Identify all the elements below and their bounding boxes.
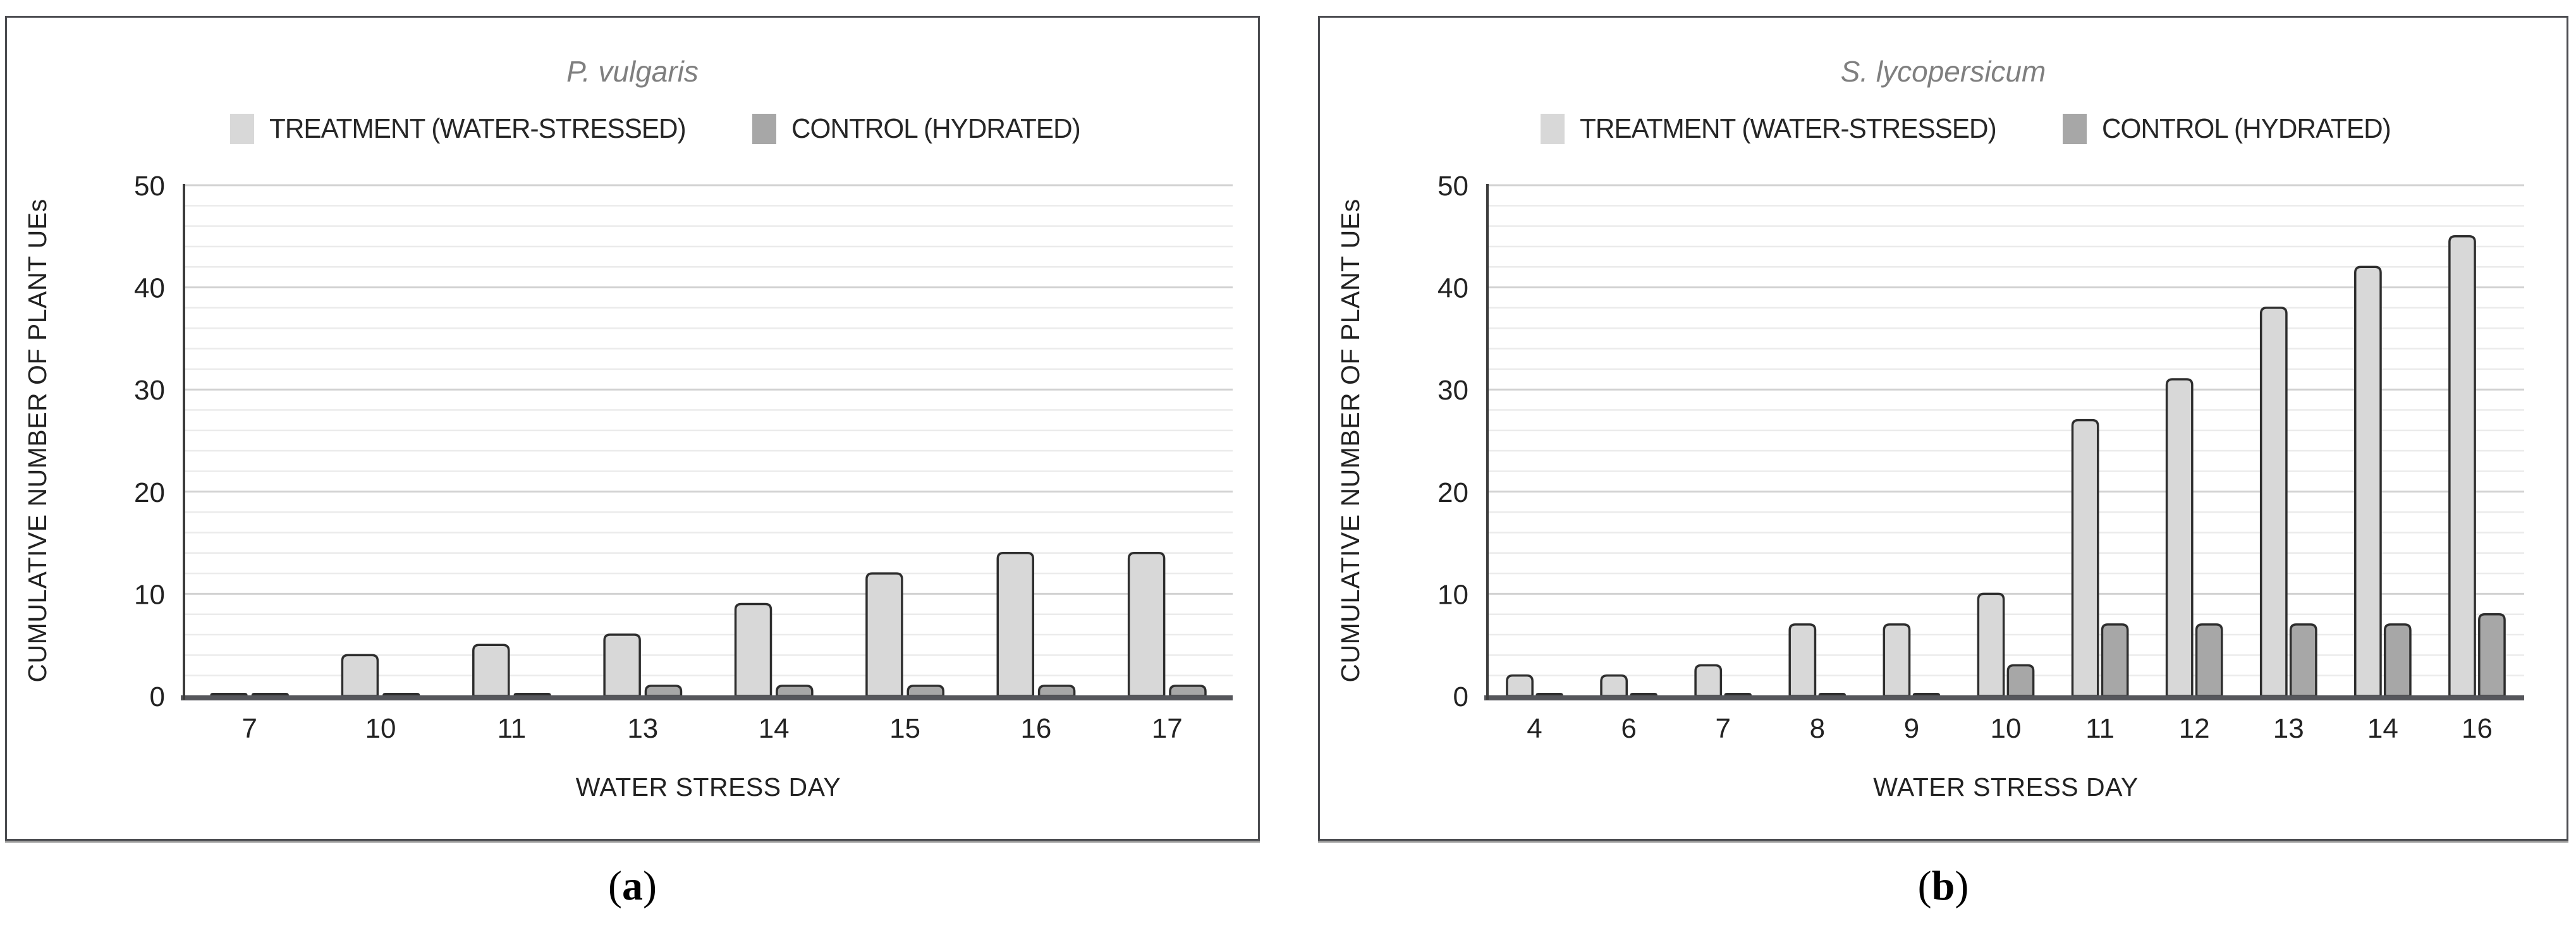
bar [2259,307,2288,697]
caption-b: (b) [1318,862,2568,910]
x-tick-label: 16 [2462,713,2493,744]
bar [2289,623,2317,697]
bar [2478,613,2506,697]
x-tick-label: 17 [1152,713,1183,744]
bar [1127,552,1166,697]
legend-label-treatment: TREATMENT (WATER-STRESSED) [269,113,687,144]
bar [996,552,1035,697]
bar [2195,623,2223,697]
y-tick-label: 40 [1438,273,1468,304]
chart-a-title: P. vulgaris [566,55,699,88]
legend-swatch-treatment [1541,114,1565,144]
y-tick-label: 30 [134,375,165,406]
x-tick-label: 10 [365,713,396,744]
legend-item-control: CONTROL (HYDRATED) [2063,113,2403,145]
panel-b-box: 0 10 20 30 40 50 4 6 7 8 9 10 11 12 13 14 16 WATER STRESS… [1318,16,2568,841]
y-axis-title: CUMULATIVE NUMBER OF PLANT UEs [23,198,52,682]
x-tick-label: 6 [1621,713,1636,744]
x-tick-label: 14 [759,713,790,744]
bar [2165,378,2194,697]
caption-b-close: ) [1955,863,1969,909]
x-tick-label: 16 [1020,713,1051,744]
x-tick-label: 15 [889,713,920,744]
bar [472,644,510,697]
y-tick-label: 50 [134,171,165,202]
x-tick-label: 14 [2367,713,2398,744]
chart-b-legend: TREATMENT (WATER-STRESSED) CONTROL (HYDR… [1415,113,2529,145]
bars-treatment [1506,235,2476,697]
chart-b-title: S. lycopersicum [1840,55,2046,88]
legend-item-treatment: TREATMENT (WATER-STRESSED) [229,113,703,145]
chart-a-plot: 0 10 20 30 40 50 7 10 11 13 14 15 16 17 WATER STRESS D… [23,171,1233,802]
bar [603,633,641,697]
y-tick-label: 40 [134,273,165,304]
y-tick-label: 10 [134,579,165,610]
bar [1037,685,1076,697]
legend-item-treatment: TREATMENT (WATER-STRESSED) [1541,113,2013,145]
panel-a-box: 0 10 20 30 40 50 7 10 11 13 14 15 16 17 WATER STRESS D… [5,16,1260,841]
bar [1977,592,2005,697]
bars-control [1535,613,2506,697]
caption-b-letter: b [1931,863,1955,909]
bars-control [251,685,1207,697]
x-tick-label: 10 [1991,713,2022,744]
x-tick-label: 8 [1810,713,1825,744]
caption-a-letter: a [622,863,643,909]
bar [1883,623,1911,697]
x-tick-label: 11 [2085,713,2115,744]
legend-item-control: CONTROL (HYDRATED) [752,113,1092,145]
bar [1506,674,1534,697]
legend-label-treatment: TREATMENT (WATER-STRESSED) [1580,113,1997,144]
bar [1788,623,1817,697]
bar [2071,418,2099,697]
x-tick-label: 11 [497,713,527,744]
bar [2006,664,2035,697]
legend-swatch-control [752,114,776,144]
bar [2101,623,2129,697]
y-tick-label: 30 [1438,375,1468,406]
bar [1600,674,1628,697]
bar [776,685,814,697]
x-tick-label: 12 [2179,713,2210,744]
chart-a-legend: TREATMENT (WATER-STRESSED) CONTROL (HYDR… [102,113,1220,145]
x-axis-title: WATER STRESS DAY [1873,772,2139,802]
y-axis-title: CUMULATIVE NUMBER OF PLANT UEs [1336,198,1365,682]
x-tick-label: 7 [241,713,257,744]
bar [734,602,772,697]
bar [644,685,683,697]
y-tick-label: 0 [150,681,165,712]
bar [2383,623,2412,697]
x-tick-label: 4 [1527,713,1542,744]
legend-swatch-control [2063,114,2087,144]
caption-a: (a) [5,862,1260,910]
bar [2448,235,2476,697]
bar [1694,664,1723,697]
y-tick-label: 50 [1438,171,1468,202]
x-axis-title: WATER STRESS DAY [576,772,841,802]
legend-label-control: CONTROL (HYDRATED) [791,113,1081,144]
chart-b-plot: 0 10 20 30 40 50 4 6 7 8 9 10 11 12 13 14 16 WATER STRESS… [1336,171,2524,802]
panel-a: 0 10 20 30 40 50 7 10 11 13 14 15 16 17 WATER STRESS D… [5,16,1260,910]
bar [2354,265,2382,697]
panel-b: 0 10 20 30 40 50 4 6 7 8 9 10 11 12 13 14 16 WATER STRESS… [1318,16,2568,910]
bar [906,685,944,697]
bar [865,572,903,697]
y-tick-label: 10 [1438,579,1468,610]
bar [341,654,379,697]
legend-swatch-treatment [229,114,254,144]
caption-a-open: ( [608,863,622,909]
bars-treatment [210,552,1166,697]
legend-label-control: CONTROL (HYDRATED) [2102,113,2391,144]
bar [1169,685,1207,697]
caption-a-close: ) [643,863,657,909]
y-tick-label: 20 [134,477,165,508]
x-tick-label: 9 [1904,713,1919,744]
y-tick-label: 20 [1438,477,1468,508]
y-tick-label: 0 [1453,681,1468,712]
x-tick-label: 13 [627,713,658,744]
caption-b-open: ( [1917,863,1932,909]
x-tick-label: 13 [2273,713,2304,744]
x-tick-label: 7 [1715,713,1730,744]
